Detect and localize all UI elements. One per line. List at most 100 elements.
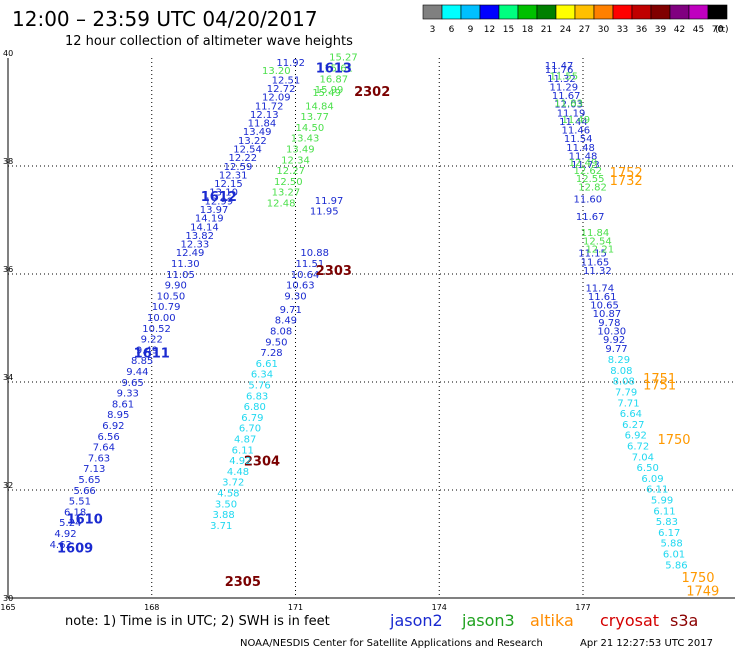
y-tick-label: 36 [3,265,13,274]
wave-height-value: 10.64 [291,270,320,281]
wave-height-value: 16.87 [320,74,349,85]
wave-height-value: 5.99 [651,496,673,507]
wave-height-value: 6.61 [256,359,278,370]
wave-height-value: 11.76 [545,65,574,76]
scale-swatch [536,4,557,20]
wave-height-value: 11.72 [255,101,284,112]
wave-height-value: 12.09 [262,93,291,104]
wave-height-value: 10.50 [157,291,186,302]
wave-height-value: 12.55 [576,174,605,185]
scale-swatch [422,4,443,20]
footer-credit: NOAA/NESDIS Center for Satellite Applica… [240,638,543,649]
wave-height-value: 9.49 [136,345,158,356]
wave-height-value: 9.65 [121,378,143,389]
scale-label: 33 [617,25,628,35]
wave-height-value: 6.11 [646,485,668,496]
wave-height-value: 7.28 [260,348,282,359]
wave-height-value: 5.66 [74,486,96,497]
wave-height-value: 12.13 [250,110,279,121]
wave-height-value: 11.51 [296,259,325,270]
wave-height-value: 12.54 [583,236,612,247]
wave-height-value: 12.34 [281,155,310,166]
wave-height-value: 9.90 [165,281,187,292]
wave-height-value: 5.76 [248,380,270,391]
wave-height-value: 9.77 [605,344,627,355]
wave-height-value: 9.71 [280,305,302,316]
wave-height-value: 6.92 [102,421,124,432]
wave-height-value: 11.46 [561,126,590,137]
y-tick-label: 30 [3,594,13,603]
x-tick-label: 171 [288,603,303,612]
scale-swatch [593,4,614,20]
footer-note: note: 1) Time is in UTC; 2) SWH is in fe… [65,614,330,629]
wave-height-value: 7.64 [93,443,115,454]
wave-height-value: 4.58 [217,488,239,499]
wave-height-value: 4.92 [54,529,76,540]
pass-label: 1752 [610,166,643,181]
wave-height-value: 11.60 [573,195,602,206]
wave-height-value: 8.08 [610,366,632,377]
wave-height-value: 9.50 [265,337,287,348]
wave-height-value: 11.92 [276,58,305,69]
wave-height-value: 11.73 [571,160,600,171]
wave-height-value: 6.01 [663,550,685,561]
wave-height-value: 11.32 [583,266,612,277]
wave-height-value: 12.49 [176,248,205,259]
wave-height-value: 11.48 [566,143,595,154]
pass-label: 1609 [57,542,93,557]
wave-height-value: 6.92 [625,431,647,442]
scale-label: 15 [503,25,514,35]
legend-s3a: s3a [670,611,698,630]
y-tick-label: 40 [3,49,13,58]
scale-swatch [498,4,519,20]
wave-height-value: 4.92 [229,456,251,467]
wave-height-value: 12.15 [214,179,243,190]
wave-height-value: 10.63 [286,281,315,292]
wave-height-value: 13.20 [262,66,291,77]
wave-height-value: 6.50 [637,463,659,474]
footer-timestamp: Apr 21 12:27:53 UTC 2017 [580,638,713,649]
wave-height-value: 8.29 [608,355,630,366]
scale-label: 30 [598,25,610,35]
wave-height-value: 11.29 [550,82,579,93]
wave-height-value: 14.84 [305,101,334,112]
pass-label: 2302 [354,85,390,100]
wave-height-value: 9.22 [141,335,163,346]
scale-label: 21 [541,25,552,35]
wave-height-value: 6.72 [627,442,649,453]
wave-height-value: 3.71 [210,521,232,532]
wave-height-value: 8.08 [270,326,292,337]
scale-label: 42 [674,25,685,35]
wave-height-value: 12.62 [573,166,602,177]
wave-height-value: 4.48 [227,467,249,478]
wave-height-value: 12.48 [267,199,296,210]
wave-height-value: 10.00 [147,313,176,324]
wave-height-value: 6.18 [64,507,86,518]
y-tick-label: 38 [3,157,13,166]
scale-label: 3 [430,25,436,35]
wave-height-value: 13.77 [300,112,329,123]
pass-label: 1750 [681,571,714,586]
wave-height-value: 15.49 [312,88,341,99]
wave-height-value: 13.27 [272,188,301,199]
wave-height-value: 4.87 [234,434,256,445]
wave-height-value: 8.49 [275,316,297,327]
wave-height-value: 12.99 [205,196,234,207]
scale-label: 6 [449,25,455,35]
wave-height-value: 11.95 [310,207,339,218]
pass-label: 2305 [225,575,261,590]
scale-swatch [555,4,576,20]
wave-height-value: 3.88 [212,510,234,521]
legend-altika: altika [530,611,574,630]
wave-height-value: 7.79 [615,388,637,399]
legend-jason2: jason2 [389,611,443,630]
wave-height-value: 8.85 [131,356,153,367]
wave-height-value: 12.21 [585,244,614,255]
wave-height-value: 12.31 [219,170,248,181]
wave-height-value: 6.09 [641,474,663,485]
wave-height-value: 10.79 [152,302,181,313]
wave-height-value: 6.27 [622,420,644,431]
wave-height-value: 12.82 [578,182,607,193]
wave-height-value: 11.49 [561,115,590,126]
